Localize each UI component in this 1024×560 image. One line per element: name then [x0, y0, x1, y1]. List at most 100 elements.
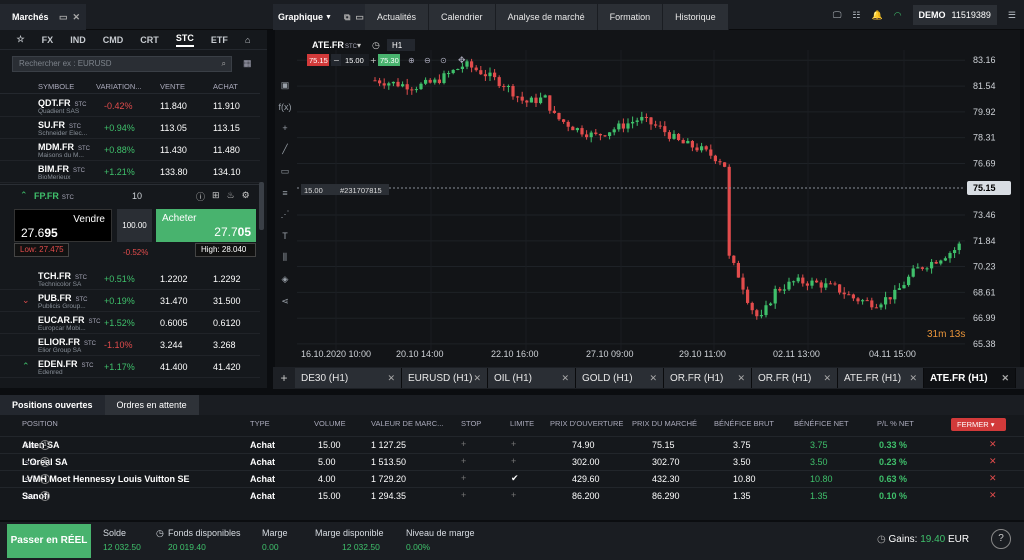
market-ask[interactable]: 41.420: [213, 362, 241, 372]
col-value[interactable]: VALEUR DE MARC...: [371, 419, 444, 428]
add-stop-icon[interactable]: +: [461, 473, 467, 483]
close-icon[interactable]: ✕: [737, 372, 745, 383]
col-vente[interactable]: VENTE: [160, 82, 186, 91]
col-limit[interactable]: LIMITE: [510, 419, 535, 428]
close-icon[interactable]: ✕: [823, 372, 831, 383]
market-bid[interactable]: 11.840: [160, 101, 187, 111]
maximize-icon[interactable]: ▭: [58, 11, 68, 22]
market-ask[interactable]: 11.480: [213, 145, 240, 155]
chart-tab[interactable]: ATE.FR (H1) ✕: [838, 368, 924, 388]
close-icon[interactable]: ✕: [72, 11, 80, 22]
position-row[interactable]: LVMH Moet Hennessy Louis Vuitton SE STC 1 A…: [0, 470, 1024, 487]
zoom-out-icon[interactable]: ⊖: [424, 56, 431, 65]
clock-icon[interactable]: ◷: [372, 41, 380, 51]
bell-icon[interactable]: 🔔: [871, 9, 883, 20]
close-icon[interactable]: ✕: [473, 372, 481, 383]
market-bid[interactable]: 31.470: [160, 296, 188, 306]
function-icon[interactable]: f(x): [278, 102, 292, 112]
graph-title[interactable]: Graphique: [278, 12, 324, 22]
help-button[interactable]: ?: [991, 529, 1011, 549]
market-ask[interactable]: 134.10: [213, 167, 241, 177]
position-row[interactable]: Alten SA STC 1 Achat 15.00 1 127.25 + +74.90 75.…: [0, 436, 1024, 453]
col-open-price[interactable]: PRIX D'OUVERTURE: [550, 419, 624, 428]
volume-input[interactable]: [341, 54, 369, 66]
category-tab[interactable]: CRT: [140, 34, 159, 45]
market-bid[interactable]: 3.244: [160, 340, 183, 350]
search-input[interactable]: Rechercher ex : EURUSD ⌕: [12, 56, 232, 72]
tab-analyse-marche[interactable]: Analyse de marché: [495, 4, 598, 30]
price-chart[interactable]: 83.16 81.54 79.92 78.31 76.69 73.46 71.84 70.23…: [275, 30, 1020, 367]
layers-icon[interactable]: ◈: [281, 274, 289, 284]
screenshot-icon[interactable]: ▣: [280, 80, 290, 90]
chart-tab[interactable]: ATE.FR (H1) ✕: [924, 368, 1016, 388]
close-icon[interactable]: ✕: [387, 372, 395, 383]
close-icon[interactable]: ✕: [649, 372, 657, 383]
tab-pending-orders[interactable]: Ordres en attente: [104, 395, 199, 415]
position-volume-tag[interactable]: [301, 184, 337, 196]
close-position-icon[interactable]: ✕: [989, 473, 997, 483]
markets-scrollbar[interactable]: [259, 182, 264, 230]
settings-icon[interactable]: ⚙: [241, 190, 250, 200]
market-row[interactable]: ⌄ PUB.FR STC Publicis Group... +0.19% 31.470 3…: [0, 290, 260, 312]
plus-icon[interactable]: +: [370, 56, 377, 65]
col-achat[interactable]: ACHAT: [213, 82, 238, 91]
zoom-in-icon[interactable]: ⊕: [408, 56, 415, 65]
share-icon[interactable]: ⋖: [281, 296, 289, 306]
close-position-icon[interactable]: ✕: [989, 490, 997, 500]
crosshair-icon[interactable]: +: [282, 123, 288, 133]
alert-icon[interactable]: ♨: [226, 190, 235, 200]
position-id-tag[interactable]: [337, 184, 389, 196]
grid-view-icon[interactable]: ▦: [243, 58, 252, 68]
buy-button[interactable]: Acheter 27.705: [156, 209, 256, 242]
category-tab[interactable]: CMD: [102, 34, 124, 45]
market-row[interactable]: MDM.FR STC Maisons du M... +0.88% 11.430 11.4…: [0, 139, 260, 161]
add-tab-icon[interactable]: +: [280, 371, 288, 385]
chart-tab[interactable]: DE30 (H1) ✕: [295, 368, 402, 388]
position-row[interactable]: Sanofi STC 1 Achat 15.00 1 294.35 + +86.200 86.2…: [0, 487, 1024, 504]
ask-tag[interactable]: [378, 54, 400, 66]
market-ask[interactable]: 31.500: [213, 296, 241, 306]
close-position-icon[interactable]: ✕: [989, 456, 997, 466]
monitor-icon[interactable]: 🖵: [832, 9, 842, 20]
chevron-down-icon[interactable]: ⌄: [22, 295, 30, 305]
position-info-badge[interactable]: 1: [40, 491, 50, 501]
popout-icon[interactable]: ⧉: [343, 11, 351, 22]
expanded-instrument-header[interactable]: ⌃ FP.FR STC 10 ⓘ ⊞ ♨ ⚙: [0, 184, 260, 206]
col-type[interactable]: TYPE: [250, 419, 270, 428]
timeframe-selector[interactable]: [387, 39, 415, 51]
lot-size-input[interactable]: 100.00: [117, 209, 152, 242]
market-ask[interactable]: 11.910: [213, 101, 240, 111]
sliders-icon[interactable]: ☷: [852, 9, 861, 20]
col-variation[interactable]: VARIATION...: [96, 82, 142, 91]
chart-tab[interactable]: OR.FR (H1) ✕: [664, 368, 752, 388]
market-ask[interactable]: 3.268: [213, 340, 236, 350]
bank-icon[interactable]: ⌂: [244, 34, 251, 45]
close-icon[interactable]: ✕: [1001, 372, 1009, 383]
col-volume[interactable]: VOLUME: [314, 419, 346, 428]
close-position-icon[interactable]: ✕: [989, 439, 997, 449]
add-limit-icon[interactable]: +: [511, 439, 517, 449]
position-info-badge[interactable]: 1: [40, 440, 50, 450]
col-net[interactable]: BÉNÉFICE NET: [794, 419, 849, 428]
position-info-badge[interactable]: 1: [40, 457, 50, 467]
market-bid[interactable]: 133.80: [160, 167, 188, 177]
graph-panel-header[interactable]: Graphique▼ ⧉▭✕: [273, 4, 376, 30]
market-row[interactable]: QDT.FR STC Quadient SAS -0.42% 11.840 11.910: [0, 95, 260, 117]
line-tool-icon[interactable]: ╱: [282, 144, 288, 154]
bid-tag[interactable]: [307, 54, 329, 66]
fibonacci-icon[interactable]: ≡: [282, 188, 288, 198]
market-row[interactable]: BIM.FR STC BioMerieux +1.21% 133.80 134.10: [0, 161, 260, 183]
sell-button[interactable]: Vendre 27.695: [14, 209, 112, 242]
volume-minus[interactable]: [331, 54, 341, 66]
rectangle-icon[interactable]: ▭: [280, 166, 290, 176]
market-row[interactable]: SU.FR STC Schneider Elec... +0.94% 113.05 113…: [0, 117, 260, 139]
chart-tab[interactable]: OIL (H1) ✕: [488, 368, 576, 388]
market-ask[interactable]: 1.2292: [213, 274, 241, 284]
chart-tab[interactable]: OR.FR (H1) ✕: [752, 368, 838, 388]
market-bid[interactable]: 113.05: [160, 123, 187, 133]
market-bid[interactable]: 11.430: [160, 145, 187, 155]
market-bid[interactable]: 0.6005: [160, 318, 188, 328]
tab-actualites[interactable]: Actualités: [365, 4, 430, 30]
market-bid[interactable]: 1.2202: [160, 274, 188, 284]
go-live-button[interactable]: Passer en RÉEL: [7, 524, 91, 558]
